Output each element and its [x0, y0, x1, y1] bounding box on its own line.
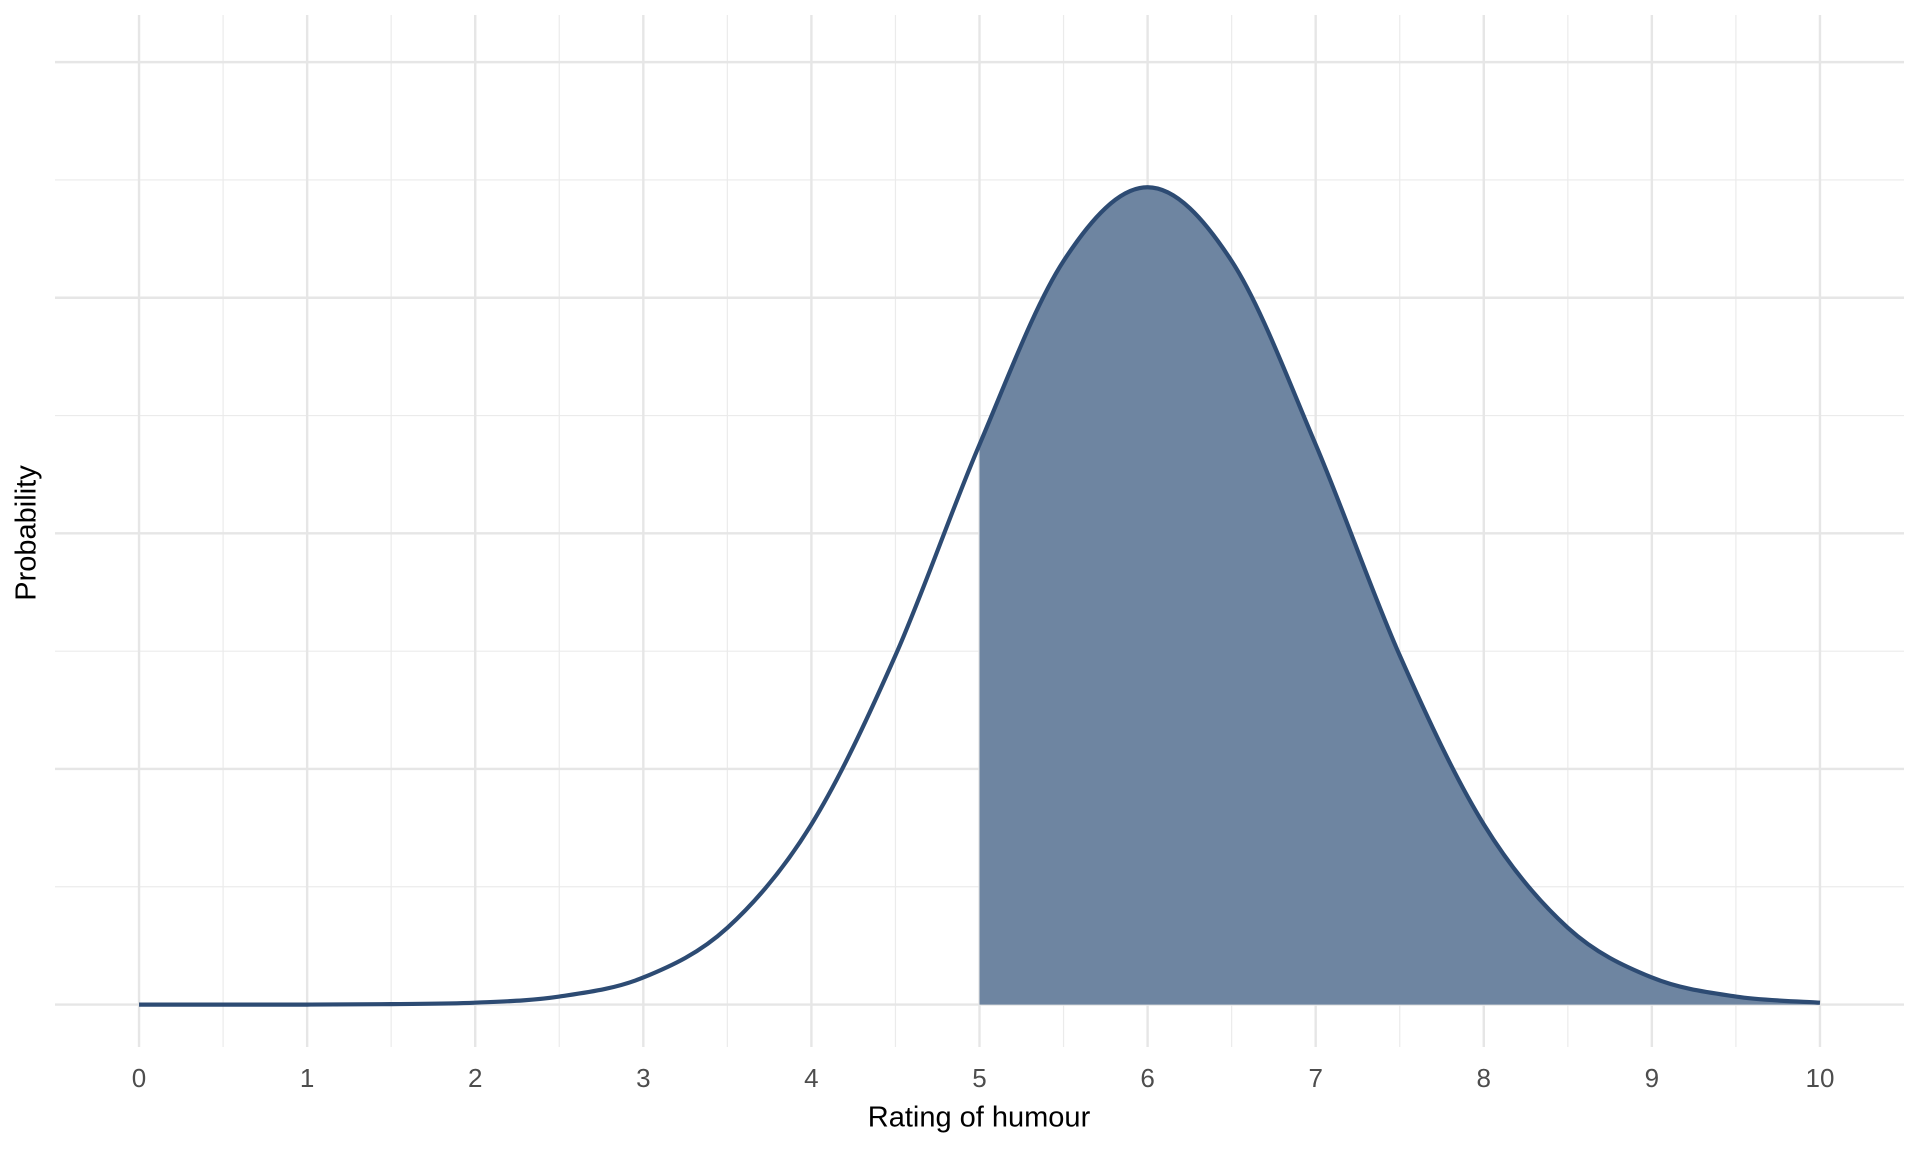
marks — [139, 185, 1821, 1007]
y-axis-title: Probability — [11, 465, 43, 601]
x-tick-label: 4 — [804, 1063, 818, 1093]
x-axis-title: Rating of humour — [868, 1102, 1091, 1134]
shaded-area — [979, 187, 1820, 1005]
x-tick-label: 2 — [468, 1063, 482, 1093]
x-tick-label: 6 — [1140, 1063, 1154, 1093]
density-line — [139, 185, 1821, 1007]
x-tick-label: 9 — [1645, 1063, 1659, 1093]
x-tick-label: 7 — [1308, 1063, 1322, 1093]
labels: 0 1 2 3 4 5 6 7 8 9 10 — [132, 1063, 1835, 1093]
x-tick-label: 5 — [972, 1063, 986, 1093]
x-tick-label: 1 — [300, 1063, 314, 1093]
x-tick-label: 8 — [1477, 1063, 1491, 1093]
x-tick-label: 10 — [1805, 1063, 1834, 1093]
x-tick-label: 0 — [132, 1063, 146, 1093]
x-tick-label: 3 — [636, 1063, 650, 1093]
